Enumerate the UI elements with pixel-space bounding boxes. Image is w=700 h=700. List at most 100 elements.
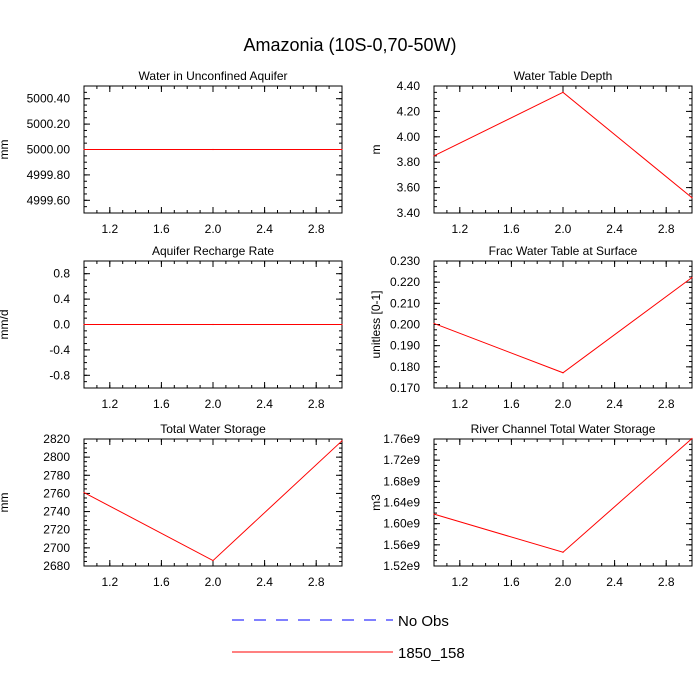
data-point bbox=[341, 323, 343, 326]
legend-label-no-obs: No Obs bbox=[398, 613, 449, 630]
y-tick-label: 2820 bbox=[43, 432, 70, 446]
panel-title: River Channel Total Water Storage bbox=[471, 422, 656, 436]
x-tick-label: 1.6 bbox=[503, 222, 520, 236]
y-tick-label: 0.220 bbox=[390, 275, 420, 289]
legend: No Obs 1850_158 bbox=[232, 613, 465, 662]
y-tick-label: 4999.60 bbox=[27, 193, 71, 207]
x-tick-label: 1.6 bbox=[153, 575, 170, 589]
series-line-1850_158 bbox=[433, 277, 693, 374]
y-axis-label: mm bbox=[0, 493, 11, 513]
data-point bbox=[341, 440, 343, 442]
y-tick-label: 1.76e9 bbox=[383, 432, 420, 446]
x-tick-label: 1.2 bbox=[451, 397, 468, 411]
y-tick-label: 1.60e9 bbox=[383, 517, 420, 531]
y-tick-label: 1.52e9 bbox=[383, 559, 420, 573]
y-tick-label: 1.64e9 bbox=[383, 496, 420, 510]
y-tick-label: 2720 bbox=[43, 523, 70, 537]
panel-title: Frac Water Table at Surface bbox=[489, 244, 638, 258]
y-tick-label: 2680 bbox=[43, 559, 70, 573]
data-point bbox=[691, 276, 693, 279]
series-line-1850_158 bbox=[83, 440, 343, 562]
x-tick-label: 1.2 bbox=[451, 222, 468, 236]
x-tick-label: 2.0 bbox=[555, 397, 572, 411]
series-line-1850_158 bbox=[433, 91, 693, 199]
y-tick-label: -0.8 bbox=[49, 368, 70, 382]
y-tick-label: 1.68e9 bbox=[383, 474, 420, 488]
data-point bbox=[212, 323, 214, 326]
panel-1: Water in Unconfined Aquifer mm 1.2 1.6 2.0 2.… bbox=[0, 69, 343, 236]
data-point bbox=[562, 91, 564, 93]
x-tick-label: 1.2 bbox=[101, 397, 118, 411]
y-tick-label: 3.40 bbox=[397, 206, 421, 220]
x-tick-label: 2.4 bbox=[256, 575, 273, 589]
y-axis-label: m bbox=[369, 145, 383, 155]
data-point bbox=[212, 148, 214, 151]
y-tick-label: 1.56e9 bbox=[383, 538, 420, 552]
y-tick-label: 2740 bbox=[43, 505, 70, 519]
y-tick-label: 0.230 bbox=[390, 254, 420, 268]
y-tick-label: 0.210 bbox=[390, 296, 420, 310]
plot-frame bbox=[83, 438, 343, 567]
x-tick-label: 2.4 bbox=[606, 575, 623, 589]
x-tick-label: 2.0 bbox=[555, 575, 572, 589]
y-tick-label: 4999.80 bbox=[27, 168, 71, 182]
y-tick-label: 2760 bbox=[43, 486, 70, 500]
y-tick-label: 4.20 bbox=[397, 104, 421, 118]
data-point bbox=[433, 322, 435, 325]
series-line-1850_158 bbox=[433, 438, 693, 553]
x-tick-label: 2.0 bbox=[555, 222, 572, 236]
x-tick-label: 1.6 bbox=[153, 397, 170, 411]
x-tick-label: 1.6 bbox=[503, 575, 520, 589]
plot-frame bbox=[433, 438, 693, 567]
legend-label-model: 1850_158 bbox=[398, 645, 465, 662]
x-tick-label: 2.8 bbox=[308, 575, 325, 589]
y-tick-label: -0.4 bbox=[49, 343, 70, 357]
y-tick-label: 5000.00 bbox=[27, 143, 71, 157]
y-tick-label: 1.72e9 bbox=[383, 453, 420, 467]
x-tick-label: 1.2 bbox=[101, 575, 118, 589]
panel-title: Aquifer Recharge Rate bbox=[152, 244, 274, 258]
panel-title: Total Water Storage bbox=[160, 422, 266, 436]
data-point bbox=[83, 148, 85, 151]
y-tick-label: 0.4 bbox=[53, 292, 70, 306]
y-tick-label: 0.8 bbox=[53, 267, 70, 281]
data-point bbox=[83, 491, 85, 494]
y-tick-label: 2700 bbox=[43, 541, 70, 555]
x-tick-label: 2.8 bbox=[308, 397, 325, 411]
panel-4: Frac Water Table at Surface unitless [0-1… bbox=[369, 244, 693, 411]
y-tick-label: 5000.20 bbox=[27, 117, 71, 131]
panel-3: Aquifer Recharge Rate mm/d 1.2 1.6 2.0 2.4 2.8… bbox=[0, 244, 343, 411]
y-tick-label: 3.80 bbox=[397, 155, 421, 169]
y-axis-label: m3 bbox=[369, 494, 383, 511]
data-point bbox=[83, 323, 85, 326]
x-tick-label: 2.0 bbox=[205, 575, 222, 589]
data-point bbox=[691, 197, 693, 199]
y-axis-label: mm bbox=[0, 140, 11, 160]
y-tick-label: 2800 bbox=[43, 450, 70, 464]
panel-5: Total Water Storage mm 1.2 1.6 2.0 2.4 2.8 2680… bbox=[0, 422, 343, 589]
y-axis-label: unitless [0-1] bbox=[369, 290, 383, 358]
panel-2: Water Table Depth m 1.2 1.6 2.0 2.4 2.8 3.40 3.6… bbox=[369, 69, 693, 236]
panel-6: River Channel Total Water Storage m3 1.2 1.… bbox=[369, 422, 693, 589]
x-tick-label: 1.2 bbox=[451, 575, 468, 589]
figure-title: Amazonia (10S-0,70-50W) bbox=[243, 35, 456, 55]
data-point bbox=[341, 148, 343, 151]
x-tick-label: 2.4 bbox=[606, 222, 623, 236]
data-point bbox=[433, 155, 435, 157]
plot-frame bbox=[433, 85, 693, 214]
panels: Water in Unconfined Aquifer mm 1.2 1.6 2.0 2.… bbox=[0, 69, 693, 589]
y-tick-label: 0.0 bbox=[53, 318, 70, 332]
y-tick-label: 0.180 bbox=[390, 360, 420, 374]
x-tick-label: 2.8 bbox=[658, 397, 675, 411]
data-point bbox=[433, 513, 435, 515]
y-tick-label: 4.40 bbox=[397, 79, 421, 93]
x-tick-label: 2.0 bbox=[205, 397, 222, 411]
plot-frame bbox=[433, 260, 693, 389]
x-tick-label: 2.8 bbox=[658, 222, 675, 236]
x-tick-label: 2.4 bbox=[606, 397, 623, 411]
data-point bbox=[212, 559, 214, 562]
y-tick-label: 2780 bbox=[43, 468, 70, 482]
x-tick-label: 2.4 bbox=[256, 222, 273, 236]
data-point bbox=[562, 551, 564, 553]
